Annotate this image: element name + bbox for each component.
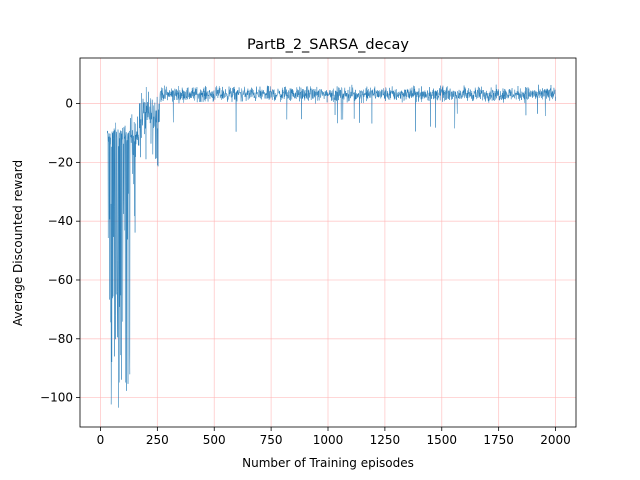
y-axis: −100 −80 −60 −40 −20 0 (40, 97, 80, 405)
grid (80, 58, 576, 427)
x-tick-label: 1500 (426, 433, 457, 447)
x-tick-label: 750 (260, 433, 283, 447)
y-tick-label: −20 (48, 155, 73, 169)
y-tick-label: −100 (40, 391, 73, 405)
chart-title: PartB_2_SARSA_decay (247, 37, 409, 53)
series-layer (107, 84, 556, 408)
y-tick-label: −80 (48, 332, 73, 346)
y-tick-label: 0 (65, 97, 73, 111)
y-tick-label: −40 (48, 214, 73, 228)
x-tick-label: 250 (146, 433, 169, 447)
x-tick-label: 1250 (370, 433, 401, 447)
x-tick-label: 500 (203, 433, 226, 447)
x-tick-label: 1750 (483, 433, 514, 447)
x-tick-label: 1000 (313, 433, 344, 447)
series-line (107, 84, 556, 408)
x-axis: 0 250 500 750 1000 1250 1500 1750 2000 (97, 427, 571, 447)
x-axis-label: Number of Training episodes (242, 456, 414, 470)
y-axis-label: Average Discounted reward (11, 160, 25, 326)
y-tick-label: −60 (48, 273, 73, 287)
x-tick-label: 0 (97, 433, 105, 447)
x-tick-label: 2000 (540, 433, 571, 447)
